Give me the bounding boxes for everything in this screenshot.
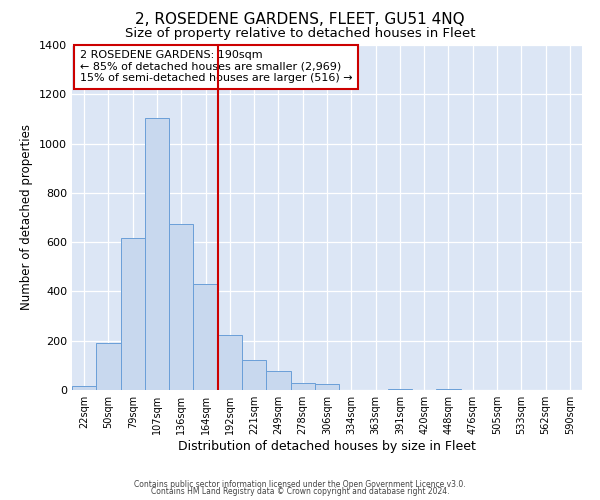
- Bar: [218, 334, 242, 390]
- Bar: [315, 384, 339, 390]
- Bar: [72, 386, 96, 390]
- Bar: [193, 284, 218, 390]
- Text: 2 ROSEDENE GARDENS: 190sqm
← 85% of detached houses are smaller (2,969)
15% of s: 2 ROSEDENE GARDENS: 190sqm ← 85% of deta…: [80, 50, 352, 84]
- Bar: [388, 389, 412, 390]
- Bar: [266, 371, 290, 390]
- Bar: [121, 238, 145, 390]
- Bar: [436, 389, 461, 390]
- Bar: [290, 382, 315, 390]
- Text: Size of property relative to detached houses in Fleet: Size of property relative to detached ho…: [125, 28, 475, 40]
- Text: 2, ROSEDENE GARDENS, FLEET, GU51 4NQ: 2, ROSEDENE GARDENS, FLEET, GU51 4NQ: [135, 12, 465, 28]
- Bar: [96, 342, 121, 390]
- Y-axis label: Number of detached properties: Number of detached properties: [20, 124, 34, 310]
- Text: Contains HM Land Registry data © Crown copyright and database right 2024.: Contains HM Land Registry data © Crown c…: [151, 487, 449, 496]
- Text: Contains public sector information licensed under the Open Government Licence v3: Contains public sector information licen…: [134, 480, 466, 489]
- Bar: [169, 224, 193, 390]
- Bar: [242, 360, 266, 390]
- X-axis label: Distribution of detached houses by size in Fleet: Distribution of detached houses by size …: [178, 440, 476, 453]
- Bar: [145, 118, 169, 390]
